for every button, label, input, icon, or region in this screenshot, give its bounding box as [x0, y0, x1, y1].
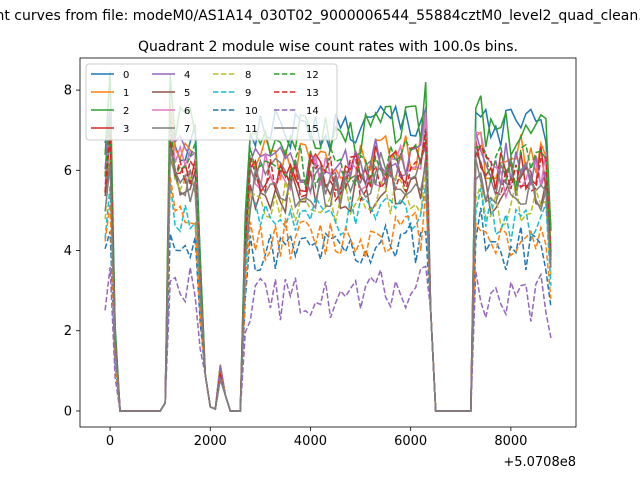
chart-title: Quadrant 2 module wise count rates with … [138, 39, 518, 55]
x-tick-label: 0 [106, 434, 114, 449]
x-offset-label: +5.0708e8 [503, 455, 576, 470]
legend-label-12: 12 [306, 70, 319, 81]
series-line-8 [104, 147, 552, 412]
x-tick-label: 2000 [194, 434, 227, 449]
legend-label-13: 13 [306, 88, 319, 99]
series-line-14 [104, 265, 552, 412]
legend-label-1: 1 [123, 88, 129, 99]
y-tick-label: 6 [64, 164, 72, 179]
legend-label-9: 9 [245, 88, 251, 99]
legend-label-8: 8 [245, 70, 251, 81]
axis-ticks: 0 2000 4000 6000 8000 0 2 4 6 8 [64, 84, 528, 449]
series-line-11 [104, 176, 552, 412]
legend-label-6: 6 [184, 106, 190, 117]
series-line-12 [104, 116, 552, 412]
series-line-9 [104, 182, 552, 412]
figure-suptitle: Light curves from file: modeM0/AS1A14_03… [0, 8, 640, 24]
legend-frame [85, 63, 338, 141]
series-line-7 [104, 136, 552, 412]
x-tick-label: 6000 [394, 434, 427, 449]
legend-label-7: 7 [184, 124, 190, 135]
legend-label-10: 10 [245, 106, 258, 117]
y-tick-label: 0 [64, 404, 72, 419]
y-tick-label: 8 [64, 84, 72, 99]
legend-label-4: 4 [184, 70, 190, 81]
y-tick-label: 2 [64, 324, 72, 339]
y-tick-label: 4 [64, 244, 72, 259]
series-line-15 [104, 147, 552, 412]
legend-label-15: 15 [306, 124, 319, 135]
legend-label-2: 2 [123, 106, 129, 117]
x-tick-label: 4000 [294, 434, 327, 449]
series-line-13 [104, 131, 552, 412]
legend-label-14: 14 [306, 106, 319, 117]
legend-label-3: 3 [123, 124, 129, 135]
x-tick-label: 8000 [494, 434, 527, 449]
legend-label-0: 0 [123, 70, 129, 81]
legend-label-11: 11 [245, 124, 258, 135]
axes-frame [79, 57, 577, 428]
legend-label-5: 5 [184, 88, 190, 99]
